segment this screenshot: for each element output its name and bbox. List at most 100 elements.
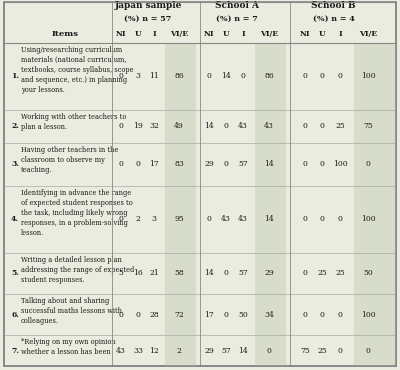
Bar <box>165 335 196 366</box>
Text: Japan sample: Japan sample <box>114 0 182 10</box>
Text: (%) n = 57: (%) n = 57 <box>124 15 172 23</box>
Text: 0: 0 <box>302 269 308 278</box>
Text: 0: 0 <box>338 310 342 319</box>
Text: VI/E: VI/E <box>260 30 278 38</box>
Bar <box>354 43 396 110</box>
Text: 0: 0 <box>338 73 342 80</box>
Text: 0: 0 <box>320 73 324 80</box>
Text: 0: 0 <box>302 310 308 319</box>
Text: 25: 25 <box>335 269 345 278</box>
Text: Writing a detailed lesson plan
addressing the range of expected
student response: Writing a detailed lesson plan addressin… <box>21 256 134 284</box>
Text: 0: 0 <box>302 160 308 168</box>
Text: 29: 29 <box>204 160 214 168</box>
Text: 57: 57 <box>221 347 231 354</box>
Text: School A: School A <box>215 0 259 10</box>
Text: Using/researching curriculum
materials (national curriculum,
textbooks, course s: Using/researching curriculum materials (… <box>21 46 134 94</box>
Text: 0: 0 <box>118 73 124 80</box>
Bar <box>255 186 286 253</box>
Text: 0: 0 <box>302 215 308 223</box>
Text: (%) n = 7: (%) n = 7 <box>216 15 258 23</box>
Text: 0: 0 <box>320 310 324 319</box>
Text: Working with other teachers to
plan a lesson.: Working with other teachers to plan a le… <box>21 113 126 131</box>
Text: 16: 16 <box>133 269 143 278</box>
Bar <box>255 253 286 294</box>
Bar <box>354 335 396 366</box>
Text: 6.: 6. <box>11 310 19 319</box>
Text: 14: 14 <box>238 347 248 354</box>
Text: 43: 43 <box>116 347 126 354</box>
Text: 2: 2 <box>176 347 182 354</box>
Text: 75: 75 <box>363 122 373 130</box>
Text: 0: 0 <box>118 160 124 168</box>
Text: 32: 32 <box>149 122 159 130</box>
Text: 0: 0 <box>266 347 272 354</box>
Text: 14: 14 <box>221 73 231 80</box>
Text: 72: 72 <box>174 310 184 319</box>
Text: 100: 100 <box>361 215 375 223</box>
Text: 0: 0 <box>118 310 124 319</box>
Text: *Relying on my own opinion
whether a lesson has been: *Relying on my own opinion whether a les… <box>21 338 116 356</box>
Text: 2.: 2. <box>11 122 19 130</box>
Text: 33: 33 <box>133 347 143 354</box>
Text: NI: NI <box>300 30 310 38</box>
Text: 49: 49 <box>174 122 184 130</box>
Text: 0: 0 <box>136 160 140 168</box>
Text: I: I <box>152 30 156 38</box>
Text: 12: 12 <box>149 347 159 354</box>
Text: 0: 0 <box>206 215 212 223</box>
Text: (%) n = 4: (%) n = 4 <box>313 15 355 23</box>
Text: Talking about and sharing
successful maths lessons with
colleagues.: Talking about and sharing successful mat… <box>21 297 122 325</box>
Text: U: U <box>223 30 229 38</box>
Text: Identifying in advance the range
of expected student responses to
the task, incl: Identifying in advance the range of expe… <box>21 189 133 238</box>
Text: U: U <box>319 30 325 38</box>
Text: 0: 0 <box>320 215 324 223</box>
Text: 14: 14 <box>204 269 214 278</box>
Text: 100: 100 <box>361 310 375 319</box>
Text: 17: 17 <box>149 160 159 168</box>
Text: 0: 0 <box>240 73 246 80</box>
Text: U: U <box>135 30 141 38</box>
Text: I: I <box>338 30 342 38</box>
Text: 58: 58 <box>174 269 184 278</box>
Bar <box>354 186 396 253</box>
Text: 86: 86 <box>174 73 184 80</box>
Text: 19: 19 <box>133 122 143 130</box>
Text: 43: 43 <box>238 122 248 130</box>
Bar <box>354 253 396 294</box>
Text: 43: 43 <box>221 215 231 223</box>
Text: 57: 57 <box>238 160 248 168</box>
Text: 28: 28 <box>149 310 159 319</box>
Text: 5.: 5. <box>11 269 19 278</box>
Bar <box>165 110 196 143</box>
Text: 100: 100 <box>361 73 375 80</box>
Bar <box>255 43 286 110</box>
Text: Having other teachers in the
classroom to observe my
teaching.: Having other teachers in the classroom t… <box>21 146 118 174</box>
Text: VI/E: VI/E <box>170 30 188 38</box>
Text: 11: 11 <box>149 73 159 80</box>
Text: 7.: 7. <box>11 347 19 354</box>
Text: 0: 0 <box>366 347 370 354</box>
Text: 29: 29 <box>264 269 274 278</box>
Text: 0: 0 <box>224 310 228 319</box>
Text: NI: NI <box>204 30 214 38</box>
Text: 25: 25 <box>335 122 345 130</box>
Bar <box>255 143 286 186</box>
Text: VI/E: VI/E <box>359 30 377 38</box>
Bar <box>165 143 196 186</box>
Text: 0: 0 <box>338 347 342 354</box>
Text: 100: 100 <box>333 160 347 168</box>
Text: 0: 0 <box>206 73 212 80</box>
Text: 50: 50 <box>238 310 248 319</box>
Bar <box>354 143 396 186</box>
Text: 75: 75 <box>300 347 310 354</box>
Text: 0: 0 <box>320 160 324 168</box>
Text: 5: 5 <box>118 269 124 278</box>
Text: 3.: 3. <box>11 160 19 168</box>
Text: 0: 0 <box>224 160 228 168</box>
Text: 21: 21 <box>149 269 159 278</box>
Bar <box>255 335 286 366</box>
Text: 0: 0 <box>302 122 308 130</box>
Text: 34: 34 <box>264 310 274 319</box>
Text: 83: 83 <box>174 160 184 168</box>
Bar <box>165 253 196 294</box>
